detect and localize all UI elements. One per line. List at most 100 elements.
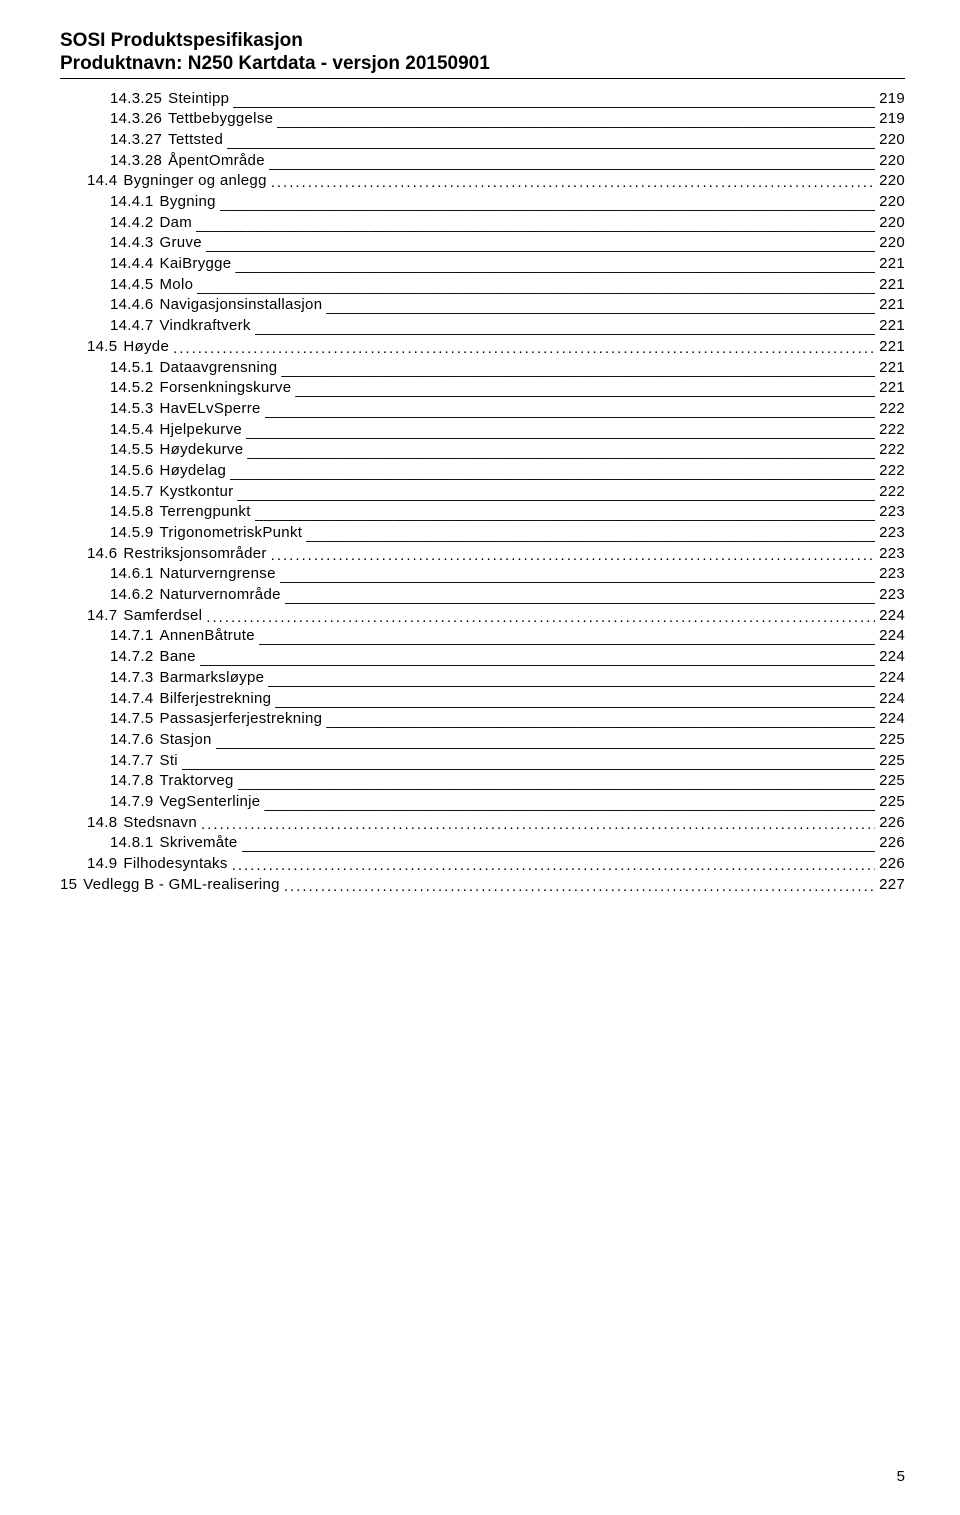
toc-entry-page: 221 — [879, 337, 905, 358]
toc-entry-number: 14.3.26 — [110, 109, 162, 130]
toc-entry-label: Vindkraftverk — [154, 316, 251, 337]
toc-entry-leader: ________________________________________… — [306, 525, 875, 546]
toc-entry-label: HavELvSperre — [154, 399, 261, 420]
toc-entry-label: Dam — [154, 213, 193, 234]
header-title: SOSI Produktspesifikasjon — [60, 30, 905, 53]
toc-entry: 14.4.6Navigasjonsinstallasjon___________… — [60, 295, 905, 316]
toc-entry-number: 14.7.2 — [110, 647, 154, 668]
toc-entry-number: 14.7.3 — [110, 668, 154, 689]
toc-entry-leader: ________________________________________… — [242, 835, 876, 856]
toc-entry-page: 221 — [879, 358, 905, 379]
toc-entry-number: 14.5.6 — [110, 461, 154, 482]
toc-entry: 14.4Bygninger og anlegg.................… — [60, 171, 905, 192]
toc-entry-number: 14.7.6 — [110, 730, 154, 751]
toc-entry-page: 225 — [879, 792, 905, 813]
toc-entry-leader: ________________________________________… — [326, 297, 875, 318]
toc-entry-leader: ........................................… — [284, 877, 875, 898]
toc-entry-number: 14.7.4 — [110, 689, 154, 710]
toc-entry-page: 221 — [879, 295, 905, 316]
toc-entry: 14.5.3HavELvSperre______________________… — [60, 399, 905, 420]
toc-entry: 14.5.2Forsenkningskurve_________________… — [60, 378, 905, 399]
toc-entry-number: 14.5.2 — [110, 378, 154, 399]
table-of-contents: 14.3.25Steintipp________________________… — [60, 89, 905, 896]
toc-entry-page: 222 — [879, 461, 905, 482]
toc-entry-leader: ________________________________________… — [237, 484, 875, 505]
toc-entry-leader: ________________________________________… — [259, 628, 875, 649]
toc-entry-leader: ________________________________________… — [295, 380, 875, 401]
toc-entry-page: 221 — [879, 254, 905, 275]
toc-entry-number: 14.5 — [87, 337, 117, 358]
toc-entry-page: 223 — [879, 585, 905, 606]
toc-entry-label: Naturverngrense — [154, 564, 276, 585]
toc-entry-number: 14.4.4 — [110, 254, 154, 275]
toc-entry-page: 223 — [879, 502, 905, 523]
toc-entry-label: Passasjerferjestrekning — [154, 709, 323, 730]
toc-entry-leader: ________________________________________… — [247, 442, 875, 463]
toc-entry-leader: ________________________________________… — [281, 360, 875, 381]
toc-entry-label: Høyde — [117, 337, 169, 358]
toc-entry: 14.7.9VegSenterlinje____________________… — [60, 792, 905, 813]
toc-entry: 14.4.4KaiBrygge_________________________… — [60, 254, 905, 275]
toc-entry: 14.3.28ÅpentOmråde______________________… — [60, 151, 905, 172]
toc-entry-label: Filhodesyntaks — [117, 854, 227, 875]
toc-entry-label: Bygninger og anlegg — [117, 171, 266, 192]
toc-entry-label: Restriksjonsområder — [117, 544, 266, 565]
toc-entry: 14.9Filhodesyntaks......................… — [60, 854, 905, 875]
toc-entry-label: Stedsnavn — [117, 813, 197, 834]
toc-entry-number: 14.4.5 — [110, 275, 154, 296]
toc-entry: 14.4.1Bygning___________________________… — [60, 192, 905, 213]
toc-entry: 14.3.25Steintipp________________________… — [60, 89, 905, 110]
toc-entry: 14.5.8Terrengpunkt______________________… — [60, 502, 905, 523]
header-subtitle: Produktnavn: N250 Kartdata - versjon 201… — [60, 53, 905, 76]
toc-entry-page: 220 — [879, 192, 905, 213]
toc-entry-number: 14.3.28 — [110, 151, 162, 172]
toc-entry-page: 226 — [879, 833, 905, 854]
toc-entry-leader: ........................................… — [201, 815, 875, 836]
toc-entry-page: 220 — [879, 233, 905, 254]
toc-entry-number: 14.5.1 — [110, 358, 154, 379]
toc-entry-page: 226 — [879, 813, 905, 834]
toc-entry-number: 14.7.7 — [110, 751, 154, 772]
toc-entry-page: 225 — [879, 730, 905, 751]
toc-entry-label: Høydelag — [154, 461, 227, 482]
toc-entry-label: Kystkontur — [154, 482, 234, 503]
toc-entry-label: Bilferjestrekning — [154, 689, 272, 710]
toc-entry-page: 221 — [879, 275, 905, 296]
toc-entry: 14.5.5Høydekurve________________________… — [60, 440, 905, 461]
toc-entry-page: 222 — [879, 420, 905, 441]
toc-entry-leader: ________________________________________… — [264, 794, 875, 815]
toc-entry-leader: ________________________________________… — [246, 422, 875, 443]
toc-entry: 14.7.3Barmarksløype_____________________… — [60, 668, 905, 689]
toc-entry-page: 227 — [879, 875, 905, 896]
toc-entry-leader: ________________________________________… — [196, 215, 875, 236]
toc-entry-number: 14.8.1 — [110, 833, 154, 854]
toc-entry-number: 14.4.7 — [110, 316, 154, 337]
toc-entry-page: 219 — [879, 89, 905, 110]
toc-entry-leader: ________________________________________… — [220, 194, 875, 215]
toc-entry: 14.5.1Dataavgrensning___________________… — [60, 358, 905, 379]
toc-entry-label: Terrengpunkt — [154, 502, 251, 523]
toc-entry-leader: ________________________________________… — [275, 691, 875, 712]
toc-entry-leader: ........................................… — [271, 546, 875, 567]
toc-entry-leader: ________________________________________… — [280, 566, 875, 587]
toc-entry-label: Høydekurve — [154, 440, 244, 461]
toc-entry: 14.8Stedsnavn...........................… — [60, 813, 905, 834]
toc-entry-label: Molo — [154, 275, 194, 296]
toc-entry-number: 15 — [60, 875, 77, 896]
toc-entry-number: 14.5.3 — [110, 399, 154, 420]
toc-entry-label: Vedlegg B - GML-realisering — [77, 875, 280, 896]
toc-entry-number: 14.4.2 — [110, 213, 154, 234]
toc-entry-label: Gruve — [154, 233, 202, 254]
toc-entry-label: Dataavgrensning — [154, 358, 278, 379]
toc-entry: 14.8.1Skrivemåte________________________… — [60, 833, 905, 854]
toc-entry: 14.5.4Hjelpekurve_______________________… — [60, 420, 905, 441]
toc-entry: 14.5Høyde...............................… — [60, 337, 905, 358]
toc-entry-page: 223 — [879, 544, 905, 565]
toc-entry-label: Forsenkningskurve — [154, 378, 292, 399]
toc-entry: 14.4.3Gruve_____________________________… — [60, 233, 905, 254]
toc-entry-page: 222 — [879, 482, 905, 503]
toc-entry-leader: ________________________________________… — [285, 587, 875, 608]
toc-entry-number: 14.4.3 — [110, 233, 154, 254]
toc-entry: 14.7.6Stasjon___________________________… — [60, 730, 905, 751]
toc-entry-leader: ________________________________________… — [238, 773, 875, 794]
